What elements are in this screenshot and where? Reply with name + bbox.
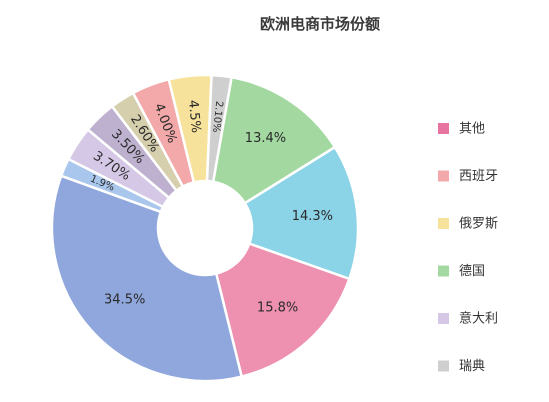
legend-label: 德国: [459, 264, 485, 279]
donut-slice: [211, 75, 337, 205]
slice-value-label: 14.3%: [292, 209, 333, 224]
legend-swatch: [438, 170, 449, 182]
legend-label: 意大利: [459, 311, 498, 327]
chart-title: 欧洲电商市场份额: [260, 15, 380, 33]
slice-value-label: 34.5%: [104, 293, 145, 308]
donut-slice: [50, 174, 244, 383]
legend-swatch: [438, 265, 449, 277]
legend-label: 俄罗斯: [459, 217, 498, 232]
legend-label: 瑞典: [459, 359, 485, 374]
donut-slice: [205, 73, 234, 184]
legend-swatch: [438, 123, 449, 134]
legend-swatch: [438, 360, 449, 372]
slice-value-label: 15.8%: [257, 300, 298, 315]
slice-value-label: 2.10%: [210, 100, 224, 133]
legend-label: 其他: [459, 122, 485, 137]
legend-swatch: [438, 313, 449, 324]
legend-label: 西班牙: [459, 169, 498, 184]
donut-slice: [243, 145, 360, 281]
donut-slices: [50, 73, 360, 383]
slice-labels: 13.4%14.3%15.8%34.5%1.9%3.70%3.50%2.60%4…: [88, 99, 333, 315]
donut-slice: [214, 242, 351, 379]
slice-value-label: 13.4%: [245, 131, 286, 146]
slice-value-label: 4.5%: [185, 99, 203, 133]
legend-swatch: [438, 218, 449, 229]
